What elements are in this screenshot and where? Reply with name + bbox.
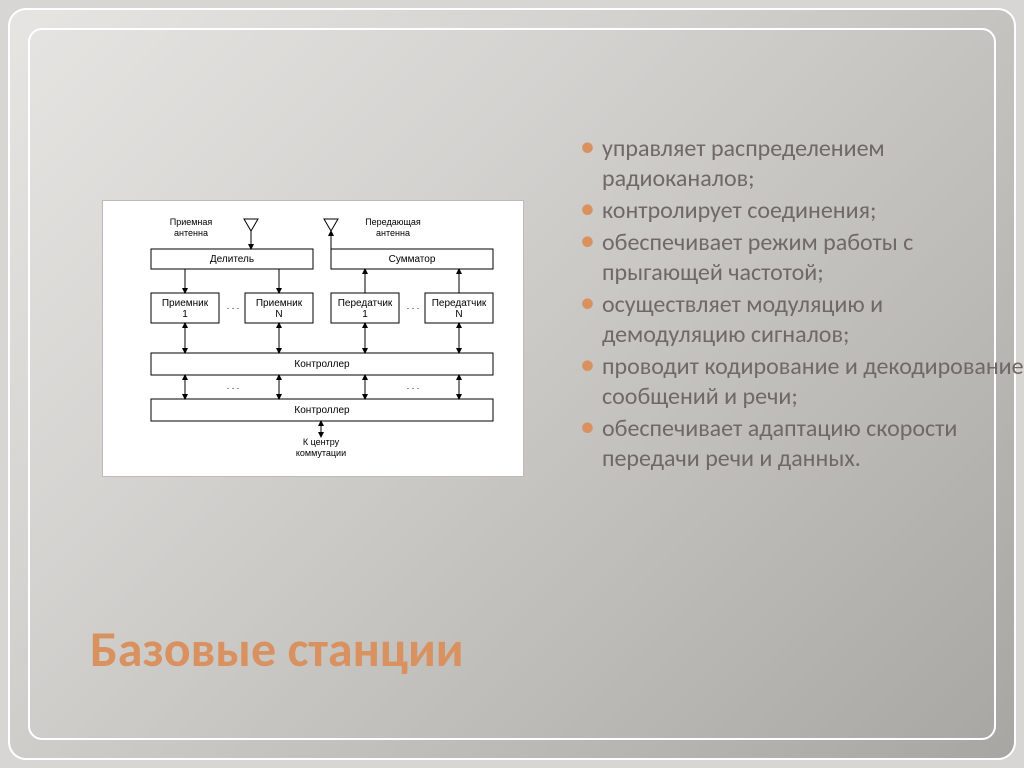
svg-text:N: N <box>275 309 282 320</box>
svg-text:1: 1 <box>362 309 368 320</box>
svg-text:. . .: . . . <box>407 301 420 311</box>
svg-text:Передатчик: Передатчик <box>432 298 487 309</box>
bullet-item: обеспечивает режим работы с прыгающей ча… <box>580 228 1024 288</box>
svg-text:Контроллер: Контроллер <box>294 359 350 370</box>
slide-inner-frame: ПриемнаяантеннаПередающаяантеннаДелитель… <box>28 28 996 740</box>
bullet-list: управляет распределением радиоканалов;ко… <box>540 134 1024 476</box>
svg-text:К центру: К центру <box>303 437 340 447</box>
svg-text:Передающая: Передающая <box>365 217 421 227</box>
svg-text:Передатчик: Передатчик <box>338 298 393 309</box>
slide-outer-frame: ПриемнаяантеннаПередающаяантеннаДелитель… <box>8 8 1016 760</box>
svg-text:антенна: антенна <box>174 228 208 238</box>
svg-text:. . .: . . . <box>407 381 420 391</box>
bullet-item: контролирует соединения; <box>580 196 1024 226</box>
bullet-item: управляет распределением радиоканалов; <box>580 134 1024 194</box>
svg-text:антенна: антенна <box>376 228 410 238</box>
svg-text:Приемник: Приемник <box>162 298 209 309</box>
svg-text:N: N <box>455 309 462 320</box>
svg-text:. . .: . . . <box>227 301 240 311</box>
diagram-svg: ПриемнаяантеннаПередающаяантеннаДелитель… <box>103 201 523 476</box>
svg-text:1: 1 <box>182 309 188 320</box>
block-diagram: ПриемнаяантеннаПередающаяантеннаДелитель… <box>102 200 524 477</box>
bullet-item: проводит кодирование и декодирование соо… <box>580 352 1024 412</box>
svg-text:Контроллер: Контроллер <box>294 405 350 416</box>
bullet-item: обеспечивает адаптацию скорости передачи… <box>580 414 1024 474</box>
svg-text:Делитель: Делитель <box>210 254 254 265</box>
bullet-item: осуществляет модуляцию и демодуляцию сиг… <box>580 290 1024 350</box>
svg-text:коммутации: коммутации <box>296 448 346 458</box>
slide-title: Базовые станции <box>90 619 464 680</box>
svg-text:. . .: . . . <box>227 381 240 391</box>
svg-text:Приемная: Приемная <box>170 217 213 227</box>
svg-text:Сумматор: Сумматор <box>389 254 436 265</box>
svg-text:Приемник: Приемник <box>256 298 303 309</box>
